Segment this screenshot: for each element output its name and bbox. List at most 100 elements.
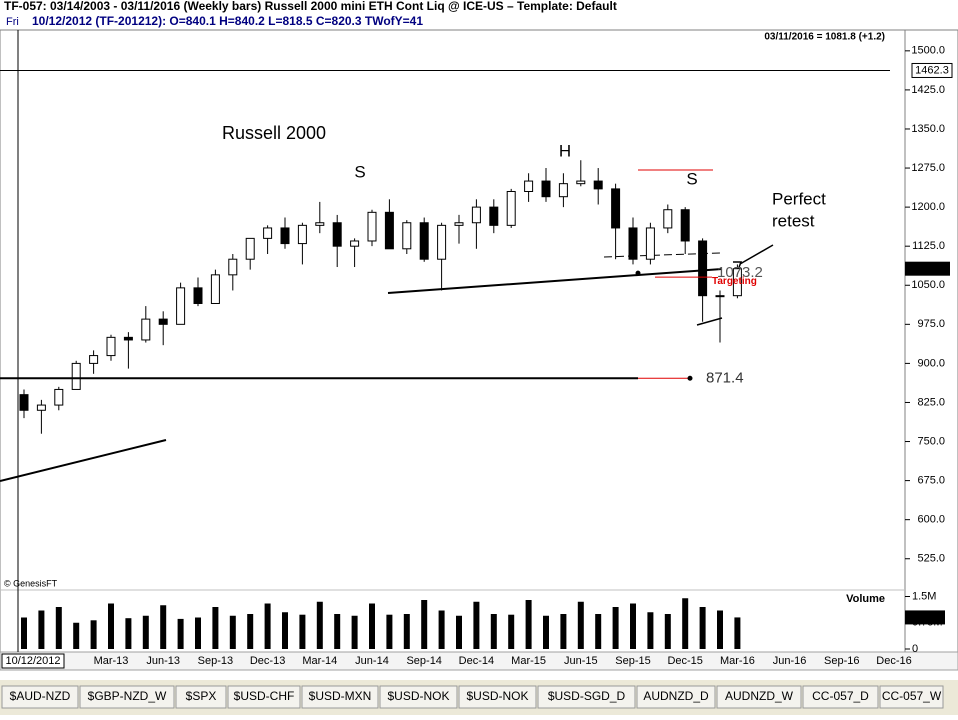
target-dot <box>687 375 693 381</box>
candle-body <box>611 188 621 229</box>
volume-box <box>905 610 945 625</box>
candle-body <box>54 388 64 406</box>
candle-body <box>524 180 534 192</box>
x-tick-label: Mar-14 <box>302 655 337 667</box>
tab-shape <box>301 685 379 709</box>
pattern-label: S <box>686 169 697 188</box>
tab[interactable]: $USD-NOK <box>379 685 458 709</box>
volume-bar <box>282 612 288 649</box>
candle-body <box>350 240 360 247</box>
tab[interactable]: $USD-MXN <box>301 685 379 709</box>
y-tick-label: 1500.0 <box>911 45 945 57</box>
tab-label[interactable]: $USD-NOK <box>387 689 449 703</box>
tab-label[interactable]: $GBP-NZD_W <box>88 689 167 703</box>
candle-body <box>297 224 307 245</box>
volume-bar <box>612 607 619 649</box>
tab-label[interactable]: AUDNZD_D <box>643 689 709 703</box>
volume-bar <box>630 603 636 649</box>
tab[interactable]: $GBP-NZD_W <box>79 685 175 709</box>
tab[interactable]: $USD-SGD_D <box>537 685 636 709</box>
pattern-label: H <box>559 141 571 160</box>
volume-bar <box>21 617 27 649</box>
candle-body <box>332 222 342 247</box>
candle-body <box>71 362 81 390</box>
x-tick-label: Jun-14 <box>355 655 389 667</box>
tab-label[interactable]: $USD-CHF <box>234 689 295 703</box>
y-tick-label: 1425.0 <box>911 84 945 96</box>
volume-bar <box>247 614 254 649</box>
x-tick-label: Jun-15 <box>564 655 598 667</box>
tab-label[interactable]: CC-057_D <box>812 689 869 703</box>
candle-body <box>402 222 412 250</box>
candle-body <box>193 287 203 304</box>
volume-bar <box>456 615 462 649</box>
tab[interactable]: CC-057_W <box>879 685 944 709</box>
x-tick-label: Jun-16 <box>773 655 807 667</box>
candle-body <box>645 227 655 260</box>
volume-label: Volume <box>846 593 885 605</box>
x-tick-label: Mar-16 <box>720 655 755 667</box>
volume-bar <box>560 614 567 649</box>
candle-body <box>280 227 290 245</box>
volume-bar <box>177 618 184 649</box>
tab-shape <box>227 685 301 709</box>
candle-body <box>384 211 394 250</box>
tab-shape <box>636 685 716 709</box>
x-tick-label: Mar-13 <box>94 655 129 667</box>
tab-label[interactable]: CC-057_W <box>882 689 942 703</box>
y-tick-label: 900.0 <box>917 357 945 369</box>
candle-body <box>210 274 220 304</box>
tab-label[interactable]: $USD-MXN <box>309 689 372 703</box>
candle-body <box>663 209 673 229</box>
tab-label[interactable]: $SPX <box>186 689 217 703</box>
candle-body <box>628 227 638 260</box>
price-box-label: 1462.3 <box>915 64 949 76</box>
tab[interactable]: CC-057_D <box>802 685 879 709</box>
y-tick-label: 1125.0 <box>912 240 945 252</box>
trend-line <box>0 439 167 482</box>
target-dot <box>635 270 641 276</box>
volume-bar <box>142 615 149 649</box>
volume-bar <box>160 605 167 649</box>
tab-label[interactable]: AUDNZD_W <box>725 689 794 703</box>
volume-bar <box>351 615 358 649</box>
tab[interactable]: $SPX <box>175 685 227 709</box>
candle-body <box>123 336 133 341</box>
volume-bar <box>73 622 80 649</box>
tab-shape <box>802 685 879 709</box>
tab-shape <box>458 685 537 709</box>
x-tick-label: Sep-13 <box>198 655 233 667</box>
tab[interactable]: AUDNZD_D <box>636 685 716 709</box>
y-tick-label: 975.0 <box>917 318 945 330</box>
header-bg <box>0 0 958 30</box>
x-tick-label: Dec-13 <box>250 655 285 667</box>
tab-label[interactable]: $AUD-NZD <box>10 689 71 703</box>
volume-bar <box>403 614 410 649</box>
tab-shape <box>379 685 458 709</box>
plot-area <box>0 29 906 653</box>
volume-bar <box>421 600 428 649</box>
tab[interactable]: $USD-CHF <box>227 685 301 709</box>
tab[interactable]: $USD-NOK <box>458 685 537 709</box>
candle-body <box>489 206 499 226</box>
y-tick-label: 1350.0 <box>911 123 945 135</box>
header-line: TF-057: 03/14/2003 - 03/11/2016 (Weekly … <box>4 0 617 13</box>
volume-bar <box>125 618 132 649</box>
last-price-box <box>905 261 950 276</box>
volume-bar <box>664 614 671 649</box>
volume-bar <box>473 601 480 649</box>
tab[interactable]: AUDNZD_W <box>716 685 802 709</box>
candle-body <box>158 318 168 325</box>
candle-body <box>506 190 516 226</box>
volume-bar <box>386 614 393 649</box>
y-tick-label: 825.0 <box>917 396 945 408</box>
tab[interactable]: $AUD-NZD <box>1 685 79 709</box>
candle-body <box>576 180 586 185</box>
dynamic-layer: 1500.0 1425.0 1350.0 1275.0 1200.0 1125.0 1050… <box>0 45 953 709</box>
volume-bar <box>595 614 602 649</box>
tab-label[interactable]: $USD-NOK <box>466 689 528 703</box>
x-tick-label: Jun-13 <box>146 655 180 667</box>
tab-label[interactable]: $USD-SGD_D <box>548 689 626 703</box>
volume-tick-label: 1.5M <box>912 590 936 602</box>
